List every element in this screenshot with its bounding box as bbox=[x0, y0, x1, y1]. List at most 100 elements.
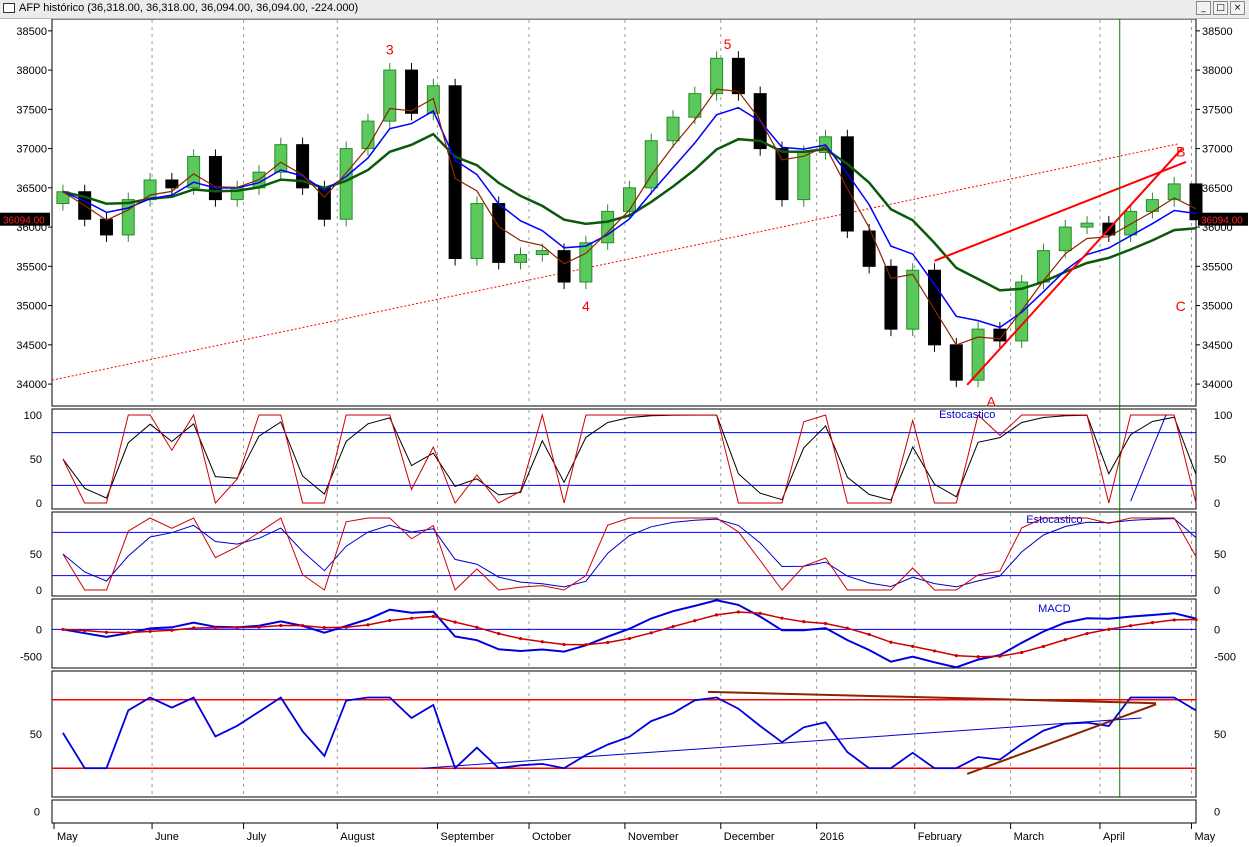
price-axis-tick-right: 37000 bbox=[1202, 144, 1233, 156]
panel-frame-price bbox=[51, 19, 1197, 407]
x-axis-label: May bbox=[57, 831, 78, 843]
price-axis-tick-right: 38000 bbox=[1202, 65, 1233, 77]
x-axis-label: September bbox=[441, 831, 495, 843]
macd-signal-point bbox=[606, 640, 610, 645]
price-axis-tick-right: 34500 bbox=[1202, 340, 1233, 352]
stoch-slow-k-line bbox=[62, 517, 1197, 591]
macd-signal-point bbox=[693, 619, 697, 623]
stoch-fast-k-line bbox=[62, 413, 1197, 505]
stoch-slow-axis-tick-right: 0 bbox=[1214, 585, 1220, 597]
macd-signal-point bbox=[911, 644, 915, 648]
price-axis-tick-left: 35500 bbox=[16, 261, 47, 273]
macd-signal-point bbox=[344, 625, 348, 629]
macd-signal-point bbox=[867, 632, 871, 637]
macd-signal-point bbox=[83, 628, 87, 633]
stoch-fast-axis-tick-right: 100 bbox=[1214, 410, 1232, 422]
macd-signal-point bbox=[649, 631, 653, 635]
macd-line bbox=[62, 599, 1197, 669]
macd-label: MACD bbox=[1038, 603, 1070, 615]
candle-up bbox=[187, 155, 201, 189]
candle-up bbox=[56, 191, 70, 205]
macd-signal-point bbox=[518, 636, 523, 641]
stoch-fast-axis-tick-right: 50 bbox=[1214, 454, 1226, 466]
candle-down bbox=[1189, 183, 1203, 221]
osc-support-trendline bbox=[422, 717, 1142, 769]
fast-moving-average-line bbox=[62, 88, 1197, 346]
osc-axis-tick-right: 50 bbox=[1214, 729, 1226, 741]
slow-moving-average-line bbox=[62, 132, 1197, 292]
x-axis-label: August bbox=[340, 831, 374, 843]
candle-down bbox=[448, 85, 462, 259]
stoch-slow-d-line bbox=[62, 518, 1197, 588]
last-price-label-right: 36094.00 bbox=[1201, 216, 1243, 227]
stoch-slow-axis-tick-left: 0 bbox=[36, 585, 42, 597]
macd-axis-tick-right: -500 bbox=[1214, 652, 1236, 664]
osc-line bbox=[62, 696, 1197, 770]
price-axis-tick-right: 38500 bbox=[1202, 26, 1233, 38]
stoch-fast-d-line bbox=[62, 414, 1197, 501]
wave-label-A: A bbox=[986, 393, 996, 409]
candle-down bbox=[862, 230, 876, 267]
minimize-button[interactable]: _ bbox=[1196, 1, 1211, 15]
last-price-tag-left bbox=[0, 212, 50, 226]
maximize-button[interactable]: □ bbox=[1213, 1, 1228, 15]
stoch-fast-axis-tick-left: 100 bbox=[24, 410, 42, 422]
volume-axis-tick-left: 0 bbox=[34, 807, 40, 819]
price-axis-tick-left: 38000 bbox=[16, 65, 47, 77]
candle-up bbox=[666, 116, 680, 142]
last-price-tag-right bbox=[1198, 212, 1248, 226]
wedge-lower-trendline bbox=[966, 147, 1183, 386]
macd-signal-point bbox=[148, 629, 152, 633]
stoch-slow-axis-tick-left: 50 bbox=[30, 549, 42, 561]
macd-signal-point bbox=[61, 627, 65, 632]
price-axis-tick-left: 36500 bbox=[16, 183, 47, 195]
macd-signal-point bbox=[497, 631, 501, 636]
x-axis-label: October bbox=[532, 831, 571, 843]
stoch-slow-axis-tick-right: 50 bbox=[1214, 549, 1226, 561]
macd-signal-point bbox=[584, 643, 588, 647]
macd-signal-point bbox=[1150, 621, 1155, 625]
candle-up bbox=[710, 57, 724, 95]
price-axis-tick-left: 38500 bbox=[16, 26, 47, 38]
macd-signal-point bbox=[409, 616, 414, 620]
macd-signal-point bbox=[540, 640, 544, 644]
macd-signal-point bbox=[453, 620, 457, 624]
macd-signal-point bbox=[1194, 617, 1198, 622]
x-axis-label: May bbox=[1194, 831, 1215, 843]
candle-down bbox=[208, 155, 222, 201]
candle-down bbox=[165, 179, 179, 189]
macd-signal-point bbox=[475, 625, 479, 629]
macd-signal-point bbox=[823, 621, 828, 626]
price-axis-tick-right: 36500 bbox=[1202, 183, 1233, 195]
candle-down bbox=[492, 203, 506, 263]
macd-signal-point bbox=[1085, 631, 1089, 636]
price-axis-tick-left: 37000 bbox=[16, 144, 47, 156]
osc-upper-trendline bbox=[707, 690, 1157, 705]
x-axis-label: November bbox=[628, 831, 679, 843]
candle-up bbox=[1036, 250, 1050, 283]
candle-up bbox=[514, 254, 527, 263]
wave-label-B: B bbox=[1176, 143, 1185, 159]
wedge-upper-trendline bbox=[934, 161, 1187, 262]
price-axis-tick-left: 34500 bbox=[16, 340, 47, 352]
candle-up bbox=[579, 242, 593, 283]
wave-label-C: C bbox=[1176, 298, 1186, 314]
candle-up bbox=[361, 120, 375, 150]
stoch-fast-axis-tick-left: 0 bbox=[36, 498, 42, 510]
macd-signal-point bbox=[780, 616, 784, 620]
macd-signal-point bbox=[1020, 650, 1024, 655]
panel-frame-macd bbox=[51, 598, 1197, 669]
candle-down bbox=[775, 148, 789, 201]
macd-signal-point bbox=[300, 623, 305, 628]
x-axis-label: July bbox=[247, 831, 267, 843]
candle-up bbox=[622, 187, 636, 212]
candle-up bbox=[797, 152, 811, 201]
macd-signal-point bbox=[1107, 627, 1111, 631]
macd-signal-point bbox=[1129, 624, 1133, 628]
macd-signal-point bbox=[257, 625, 261, 629]
stoch-slow-label: Estocastico bbox=[1026, 514, 1082, 526]
stoch-fast-trendline bbox=[1130, 414, 1167, 502]
candle-down bbox=[840, 136, 854, 232]
close-button[interactable]: × bbox=[1230, 1, 1245, 15]
candle-down bbox=[884, 265, 898, 330]
